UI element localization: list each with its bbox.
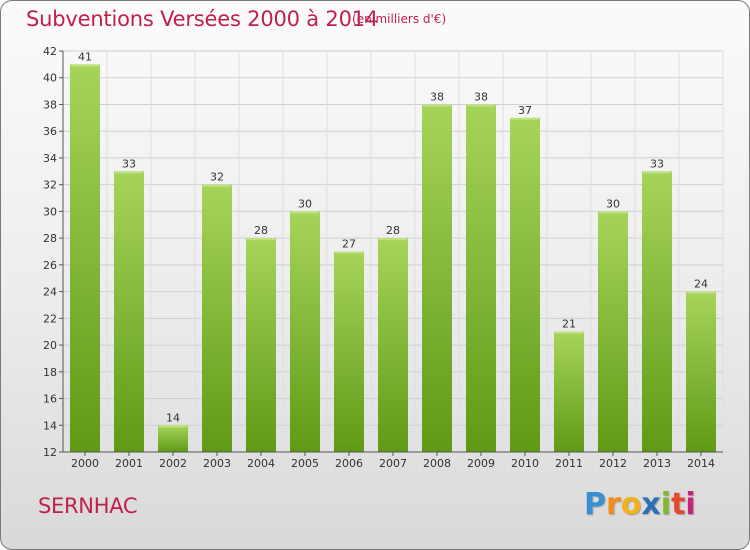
- bar-highlight: [423, 104, 451, 107]
- bar-highlight: [159, 425, 187, 428]
- data-label: 37: [518, 104, 532, 117]
- y-tick-label: 38: [43, 98, 57, 111]
- x-tick-label: 2003: [203, 457, 231, 470]
- y-tick-label: 40: [43, 72, 57, 85]
- x-tick-label: 2006: [335, 457, 363, 470]
- bar-highlight: [687, 291, 715, 294]
- bar-highlight: [467, 104, 495, 107]
- data-label: 14: [166, 411, 180, 424]
- x-tick-label: 2014: [687, 457, 715, 470]
- data-label: 28: [386, 224, 400, 237]
- bar-highlight: [203, 184, 231, 187]
- x-tick-label: 2012: [599, 457, 627, 470]
- data-label: 32: [210, 171, 224, 184]
- data-label: 33: [122, 157, 136, 170]
- x-tick-label: 2013: [643, 457, 671, 470]
- bar: [378, 238, 408, 452]
- x-tick-label: 2001: [115, 457, 143, 470]
- bar: [246, 238, 276, 452]
- bar: [642, 171, 672, 453]
- y-tick-label: 14: [43, 419, 57, 432]
- x-tick-label: 2010: [511, 457, 539, 470]
- bar: [598, 211, 628, 452]
- x-tick-label: 2009: [467, 457, 495, 470]
- chart-title: Subventions Versées 2000 à 2014: [26, 7, 379, 31]
- x-tick-label: 2008: [423, 457, 451, 470]
- bar-highlight: [291, 211, 319, 214]
- bar: [202, 184, 232, 452]
- bar: [334, 251, 364, 452]
- bar-highlight: [599, 211, 627, 214]
- bar: [114, 171, 144, 453]
- proxiti-logo: Proxiti: [584, 487, 696, 522]
- bar: [422, 104, 452, 452]
- bar: [554, 331, 584, 452]
- bar-highlight: [555, 331, 583, 334]
- bar: [290, 211, 320, 452]
- bar-highlight: [335, 251, 363, 254]
- data-label: 30: [606, 197, 620, 210]
- y-tick-label: 30: [43, 205, 57, 218]
- y-tick-label: 28: [43, 232, 57, 245]
- data-label: 28: [254, 224, 268, 237]
- bars: 41 33 14 32 28 30 27 28 38 38 37 21 30 33 24: [70, 50, 716, 453]
- data-label: 38: [430, 90, 444, 103]
- y-tick-label: 16: [43, 393, 57, 406]
- bar-highlight: [115, 171, 143, 174]
- data-label: 24: [694, 278, 708, 291]
- data-label: 38: [474, 90, 488, 103]
- bar: [158, 425, 188, 452]
- data-label: 30: [298, 197, 312, 210]
- x-tick-label: 2007: [379, 457, 407, 470]
- chart-subtitle: (en milliers d'€): [352, 12, 447, 26]
- x-tick-label: 2004: [247, 457, 275, 470]
- y-tick-label: 26: [43, 259, 57, 272]
- bar-highlight: [71, 64, 99, 67]
- y-tick-label: 32: [43, 179, 57, 192]
- x-tick-label: 2000: [71, 457, 99, 470]
- place-name: SERNHAC: [38, 494, 138, 518]
- y-tick-label: 12: [43, 446, 57, 459]
- bar-highlight: [379, 238, 407, 241]
- data-label: 33: [650, 157, 664, 170]
- bar-highlight: [511, 117, 539, 120]
- bar-highlight: [247, 238, 275, 241]
- y-tick-label: 22: [43, 312, 57, 325]
- x-tick-label: 2011: [555, 457, 583, 470]
- y-tick-label: 42: [43, 45, 57, 58]
- x-tick-label: 2005: [291, 457, 319, 470]
- y-tick-label: 20: [43, 339, 57, 352]
- data-label: 21: [562, 318, 576, 331]
- bar: [70, 64, 100, 452]
- y-tick-label: 36: [43, 125, 57, 138]
- data-label: 27: [342, 238, 356, 251]
- axes: 12 14 16 18 20 22 24 26 28 30 32 34 36 38 40 42 2000 2001…: [43, 45, 723, 470]
- y-tick-label: 24: [43, 286, 57, 299]
- data-label: 41: [78, 50, 92, 63]
- bar: [686, 291, 716, 452]
- bar-highlight: [643, 171, 671, 174]
- x-tick-label: 2002: [159, 457, 187, 470]
- bar: [510, 117, 540, 452]
- y-tick-label: 18: [43, 366, 57, 379]
- bar: [466, 104, 496, 452]
- y-tick-label: 34: [43, 152, 57, 165]
